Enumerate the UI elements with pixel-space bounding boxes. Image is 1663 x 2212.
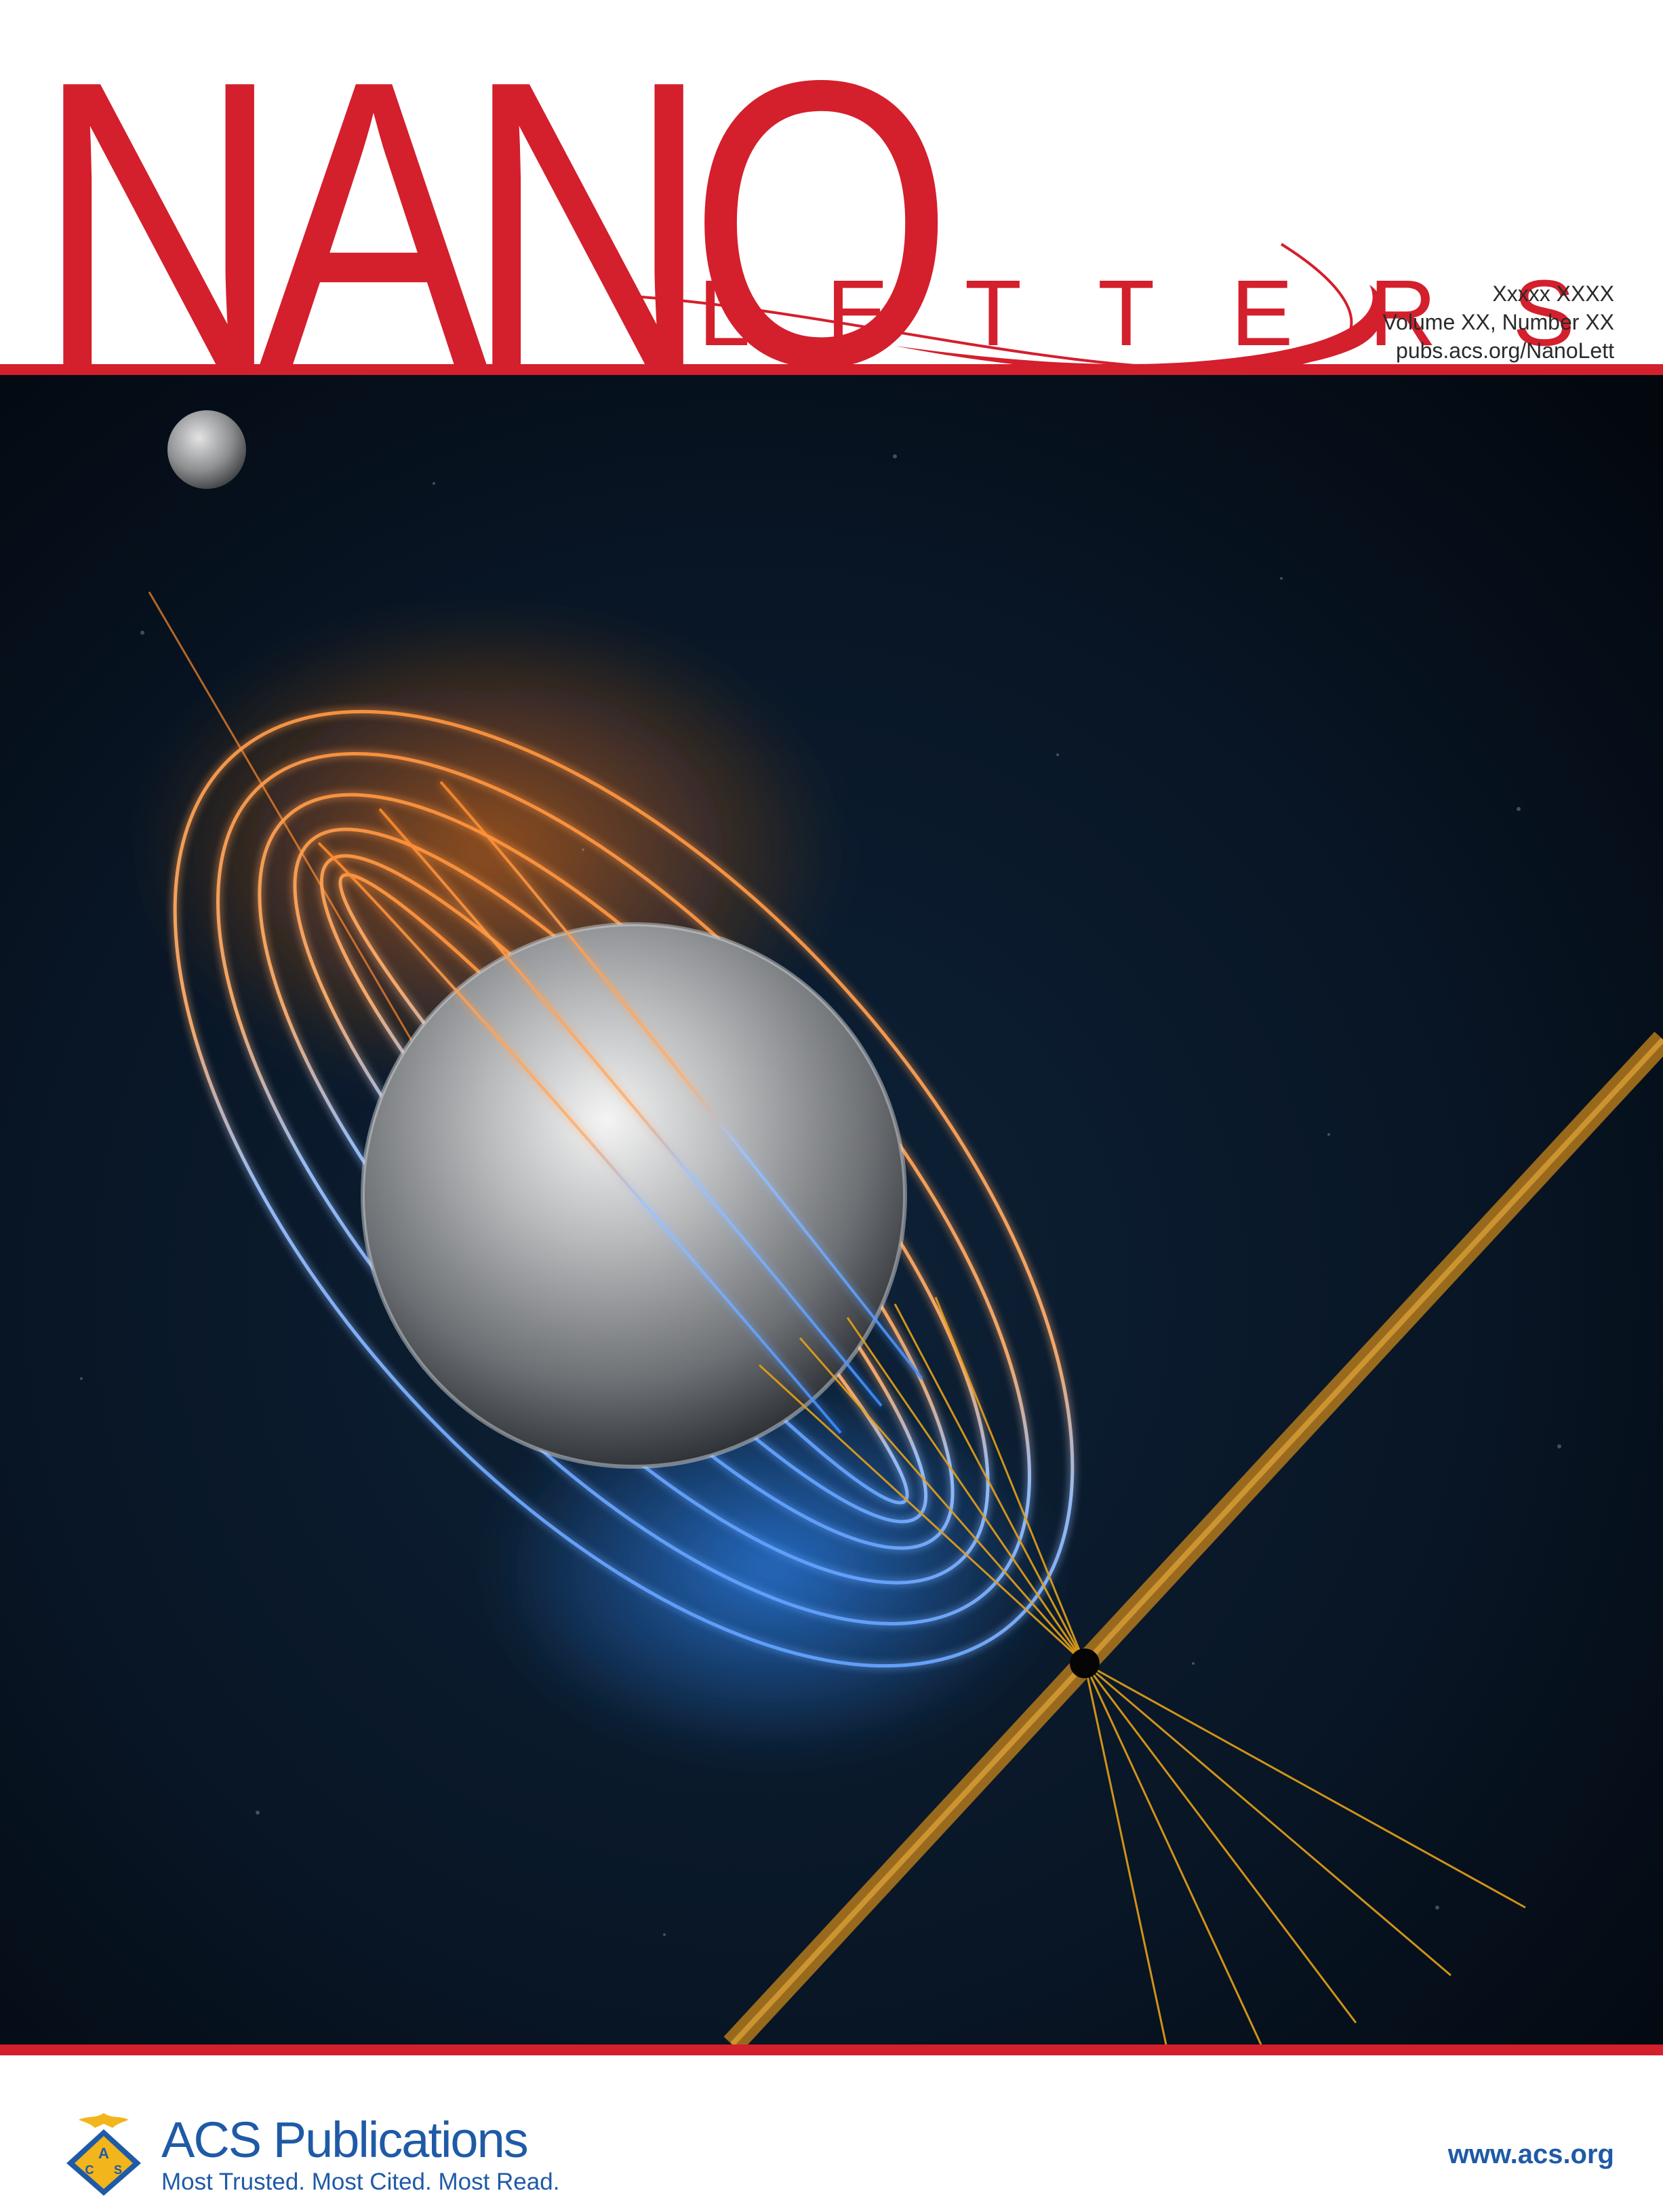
issue-date: Xxxxx XXXX	[1492, 281, 1614, 306]
journal-title-letters: LETTERS	[698, 261, 1651, 366]
front-field-lines	[317, 781, 923, 1434]
masthead: NANO LETTERS Xxxxx XXXX Volume XX, Numbe…	[0, 0, 1663, 427]
journal-title-nano: NANO	[35, 0, 954, 451]
gold-beam	[723, 1031, 1663, 2045]
focus-rays	[758, 1297, 1526, 2045]
publisher-tagline: Most Trusted. Most Cited. Most Read.	[161, 2169, 560, 2195]
cover-artwork-svg	[0, 375, 1663, 2045]
acs-logo-icon: A C S	[66, 2113, 141, 2196]
main-nanoparticle	[363, 924, 905, 1467]
acs-logo-letter-c: C	[85, 2163, 94, 2177]
top-red-rule	[0, 364, 1663, 375]
cover-illustration	[0, 375, 1663, 2045]
publisher-branding[interactable]: A C S ACS Publications Most Trusted. Mos…	[60, 2109, 670, 2197]
volume-number: Volume XX, Number XX	[1382, 310, 1614, 334]
journal-url[interactable]: pubs.acs.org/NanoLett	[1396, 338, 1614, 363]
bottom-red-rule	[0, 2045, 1663, 2055]
acs-logo-letter-a: A	[98, 2145, 109, 2162]
focal-point	[1070, 1648, 1100, 1678]
issue-info: Xxxxx XXXX Volume XX, Number XX pubs.acs…	[1383, 279, 1614, 365]
acs-logo-letter-s: S	[114, 2163, 122, 2177]
acs-website-link[interactable]: www.acs.org	[1447, 2139, 1614, 2169]
publisher-name: ACS Publications	[161, 2112, 529, 2168]
small-nanoparticle	[167, 410, 246, 489]
star-field	[80, 454, 1561, 1936]
